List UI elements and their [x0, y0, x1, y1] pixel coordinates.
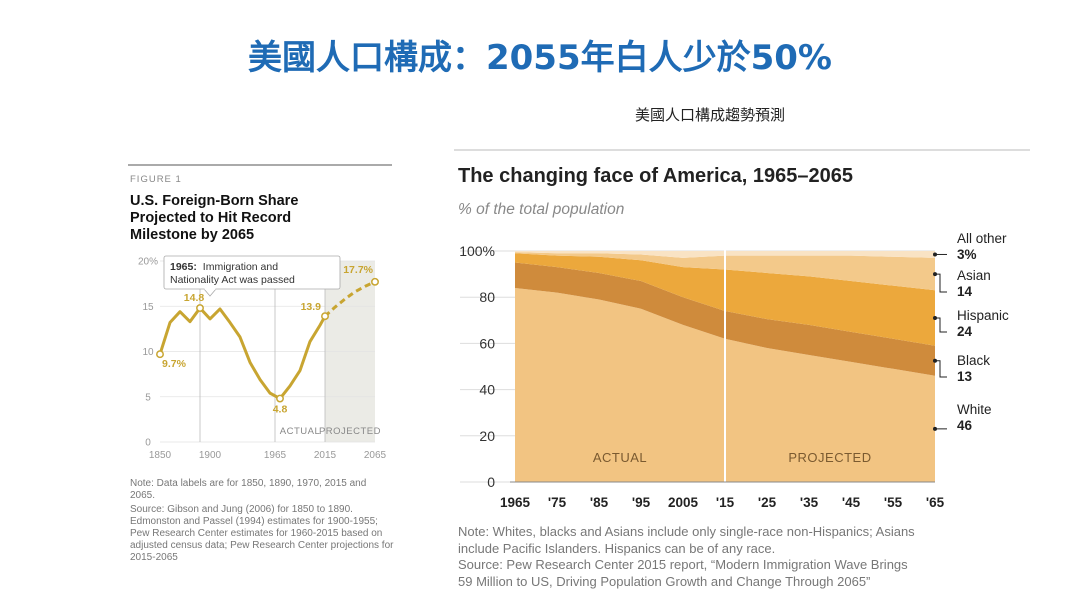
y-tick-label: 80 — [479, 289, 495, 305]
x-tick-label: 2065 — [364, 450, 387, 461]
data-point-marker — [156, 350, 164, 359]
data-label: 9.7% — [162, 358, 187, 370]
x-tick-label: '45 — [842, 495, 861, 510]
x-tick-label: 2005 — [668, 495, 699, 510]
legend-leader-line — [936, 317, 947, 333]
figure-title-line-3: Milestone by 2065 — [130, 227, 254, 243]
region-label: ACTUAL — [280, 426, 320, 437]
data-point-marker — [276, 394, 284, 403]
data-label: 13.9 — [301, 301, 322, 313]
x-tick-label: 1965 — [264, 450, 287, 461]
callout-box: 1965: Immigration and Nationality Act wa… — [163, 255, 341, 297]
y-tick-label: 20% — [138, 257, 158, 268]
note-line-2: include Pacific Islanders. Hispanics can… — [458, 540, 776, 556]
foreign-born-chart: FIGURE 1 U.S. Foreign-Born Share Project… — [128, 164, 392, 461]
data-point-marker — [196, 304, 204, 313]
data-label: 4.8 — [273, 404, 288, 416]
legend-value: 46 — [957, 418, 973, 433]
figure-title-line-2: Projected to Hit Record — [130, 210, 291, 226]
x-tick-label: 1900 — [199, 450, 222, 461]
legend-leader-line — [936, 360, 947, 378]
note-line-3: Source: Pew Research Center 2015 report,… — [458, 557, 908, 572]
changing-face-chart: The changing face of America, 1965–2065 … — [454, 149, 1030, 510]
x-tick-label: '85 — [590, 495, 609, 510]
y-tick-label: 0 — [145, 438, 151, 449]
data-label: 14.8 — [184, 292, 205, 304]
legend-name: Black — [957, 353, 990, 368]
legend-value: 3% — [957, 247, 977, 262]
legend-leader-line — [936, 273, 947, 293]
region-label: PROJECTED — [319, 426, 381, 437]
legend-name: Asian — [957, 268, 991, 283]
legend-value: 13 — [957, 369, 973, 384]
callout-year: 1965: — [170, 261, 197, 273]
legend-anchor — [933, 315, 937, 320]
right-chart-note: Note: Whites, blacks and Asians include … — [458, 524, 1018, 590]
y-tick-label: 60 — [479, 335, 495, 351]
note-line-4: 59 Million to US, Driving Population Gro… — [458, 573, 871, 589]
y-tick-label: 0 — [487, 474, 495, 490]
y-tick-label: 5 — [145, 392, 151, 403]
y-tick-label: 100% — [459, 243, 495, 259]
series-line-projected — [323, 280, 376, 318]
note-line-1: Note: Whites, blacks and Asians include … — [458, 524, 915, 539]
x-tick-label: 2015 — [314, 450, 337, 461]
area-asian — [515, 252, 935, 291]
left-chart-note: Note: Data labels are for 1850, 1890, 19… — [130, 478, 367, 501]
x-tick-label: '35 — [800, 495, 819, 510]
callout-text-2: Nationality Act was passed — [170, 274, 295, 286]
callout-text-1: Immigration and — [203, 261, 278, 273]
legend-anchor — [933, 358, 937, 363]
x-tick-label: '95 — [632, 495, 651, 510]
data-point-marker — [321, 312, 329, 321]
y-tick-label: 10 — [142, 347, 154, 358]
legend-value: 24 — [957, 324, 973, 339]
x-tick-label: '15 — [716, 495, 735, 510]
x-tick-label: '55 — [884, 495, 903, 510]
series-line-actual — [158, 306, 327, 401]
y-tick-label: 40 — [479, 382, 495, 398]
legend-name: Hispanic — [957, 308, 1009, 323]
x-tick-label: '65 — [926, 495, 945, 510]
slide-title: 美國人口構成：2055年白人少於50% — [247, 38, 832, 78]
legend-name: White — [957, 402, 992, 417]
x-tick-label: '75 — [548, 495, 567, 510]
legend-name: All other — [957, 231, 1007, 246]
y-tick-label: 15 — [142, 302, 154, 313]
left-chart-source: Source: Gibson and Jung (2006) for 1850 … — [130, 504, 394, 563]
figure-title-line-1: U.S. Foreign-Born Share — [130, 193, 298, 209]
x-tick-label: 1965 — [500, 495, 531, 510]
data-label: 17.7% — [343, 264, 373, 276]
slide-subtitle: 美國人口構成趨勢預測 — [634, 106, 785, 124]
right-chart-title: The changing face of America, 1965–2065 — [458, 165, 853, 187]
legend-anchor — [933, 272, 937, 277]
y-tick-label: 20 — [479, 428, 495, 444]
x-tick-label: 1850 — [149, 450, 172, 461]
right-chart-subtitle: % of the total population — [458, 201, 624, 218]
x-tick-label: '25 — [758, 495, 777, 510]
legend-anchor — [933, 252, 937, 257]
svg-text:1965: Immigration and: 1965: Immigration and — [170, 261, 278, 273]
figure-label: FIGURE 1 — [130, 174, 182, 185]
region-label: PROJECTED — [788, 450, 871, 465]
data-point-marker — [371, 277, 379, 286]
legend-value: 14 — [957, 284, 973, 299]
region-label: ACTUAL — [593, 450, 647, 465]
legend-anchor — [933, 426, 937, 431]
